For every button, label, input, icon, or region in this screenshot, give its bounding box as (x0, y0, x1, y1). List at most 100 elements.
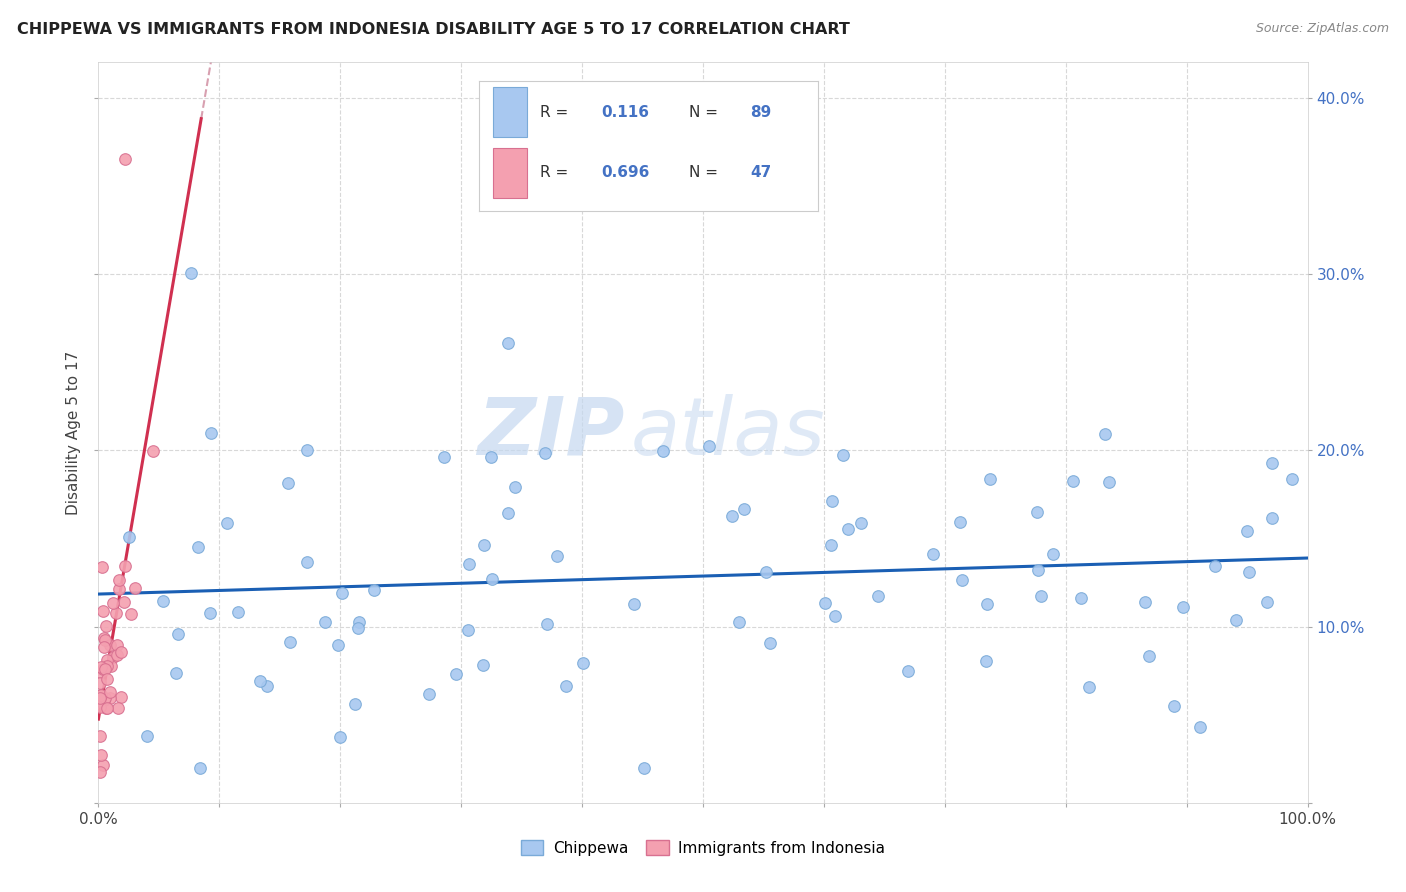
Point (1042, 547, 1064, 561)
Point (110, 690, 132, 704)
Legend: Chippewa, Immigrants from Indonesia: Chippewa, Immigrants from Indonesia (515, 834, 891, 862)
Point (820, 538, 842, 552)
Point (922, 547, 945, 561)
Point (503, 480, 526, 494)
Point (297, 555, 319, 569)
Point (1094, 426, 1116, 441)
Point (1070, 591, 1092, 605)
Point (481, 572, 503, 586)
Point (200, 425, 222, 440)
Point (107, 582, 129, 596)
Point (721, 509, 744, 524)
Point (1137, 649, 1160, 664)
Y-axis label: Disability Age 5 to 17: Disability Age 5 to 17 (66, 351, 82, 515)
Point (1261, 457, 1284, 471)
Point (821, 494, 844, 508)
Point (114, 559, 136, 574)
Point (103, 649, 125, 664)
Point (94, 700, 117, 714)
Point (90, 660, 112, 674)
Point (89, 676, 111, 690)
Point (94, 691, 117, 706)
Point (1171, 600, 1194, 615)
Point (249, 674, 271, 689)
Point (979, 472, 1001, 486)
Point (93, 662, 115, 676)
Point (813, 596, 835, 610)
Point (1163, 698, 1185, 713)
Point (93, 693, 115, 707)
Point (1237, 565, 1260, 579)
Point (555, 679, 578, 693)
Point (837, 522, 859, 536)
Point (457, 558, 479, 572)
Point (733, 501, 755, 516)
Point (93, 640, 115, 655)
Point (572, 656, 595, 670)
Point (1029, 589, 1052, 603)
Point (536, 617, 558, 632)
Point (89, 765, 111, 780)
Point (623, 598, 645, 612)
Point (188, 760, 211, 774)
Point (98, 685, 121, 699)
Point (96, 672, 118, 686)
Point (96, 701, 118, 715)
Point (110, 645, 132, 659)
Point (534, 446, 557, 460)
Point (1026, 563, 1049, 577)
Point (326, 638, 349, 652)
Point (103, 597, 125, 611)
Point (652, 444, 675, 458)
Point (94, 632, 117, 647)
Text: Source: ZipAtlas.com: Source: ZipAtlas.com (1256, 22, 1389, 36)
Point (546, 549, 568, 563)
Point (496, 507, 519, 521)
Point (165, 666, 187, 681)
Point (107, 701, 129, 715)
Text: atlas: atlas (630, 393, 825, 472)
Point (96, 653, 118, 667)
Point (136, 729, 159, 743)
Point (347, 621, 370, 635)
Point (105, 638, 128, 652)
Point (277, 476, 299, 491)
Point (472, 657, 495, 672)
Point (90, 688, 112, 702)
Point (1025, 504, 1047, 518)
Point (831, 448, 853, 462)
Point (91, 757, 114, 772)
Point (699, 439, 721, 453)
Point (851, 516, 873, 531)
Point (107, 574, 129, 588)
Point (824, 609, 846, 624)
Point (105, 606, 128, 620)
Text: CHIPPEWA VS IMMIGRANTS FROM INDONESIA DISABILITY AGE 5 TO 17 CORRELATION CHART: CHIPPEWA VS IMMIGRANTS FROM INDONESIA DI… (17, 22, 849, 37)
Point (347, 615, 370, 630)
Point (433, 450, 456, 464)
Point (1256, 595, 1278, 609)
Point (1260, 511, 1282, 525)
Point (1204, 559, 1226, 574)
Point (124, 581, 146, 595)
Point (496, 336, 519, 351)
Point (868, 589, 890, 603)
Point (152, 593, 174, 607)
Point (363, 583, 385, 598)
Point (187, 540, 209, 554)
Point (343, 697, 366, 711)
Text: ZIP: ZIP (477, 393, 624, 472)
Point (89, 700, 111, 714)
Point (472, 538, 495, 552)
Point (1236, 524, 1258, 539)
Point (112, 595, 135, 609)
Point (89, 729, 111, 743)
Point (479, 450, 502, 464)
Point (1135, 595, 1157, 609)
Point (1077, 681, 1099, 695)
Point (90, 747, 112, 762)
Point (120, 607, 142, 621)
Point (89, 694, 111, 708)
Point (166, 627, 188, 641)
Point (93, 662, 115, 676)
